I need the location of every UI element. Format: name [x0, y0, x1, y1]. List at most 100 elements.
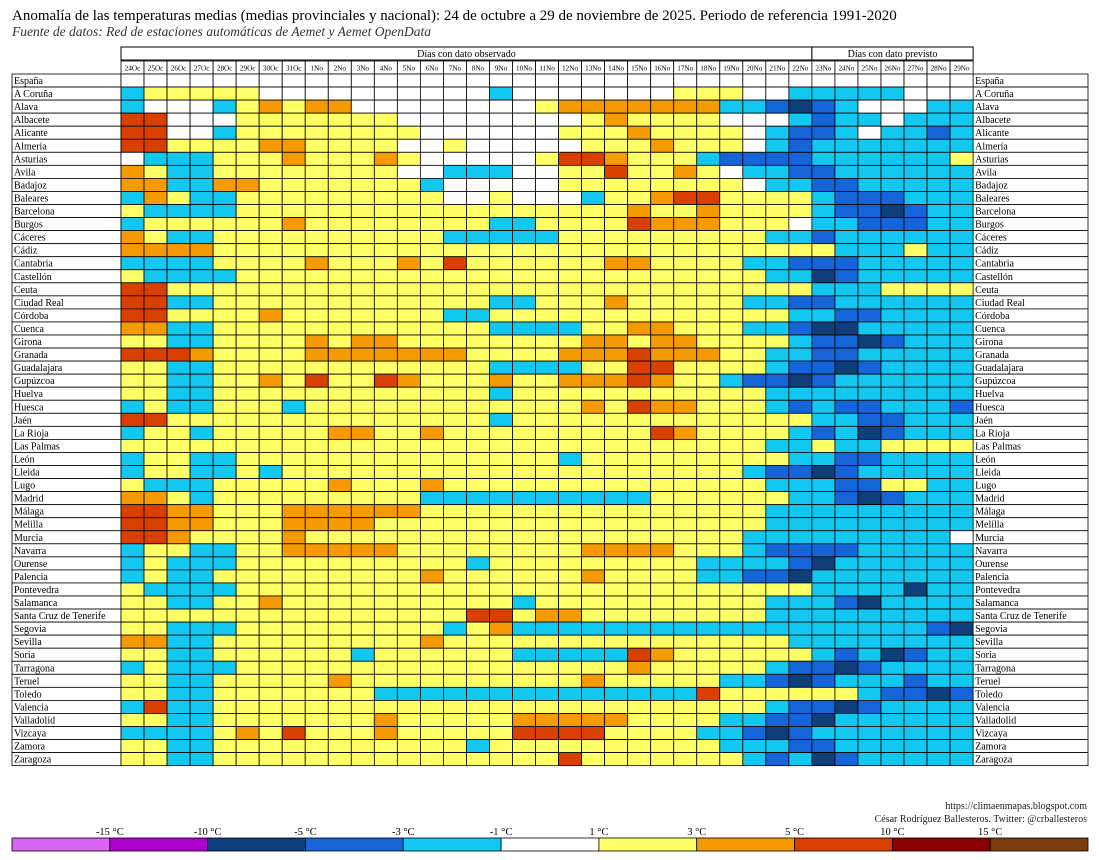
- column-header-label: 20No: [746, 65, 762, 73]
- row-label-left: La Rioja: [14, 428, 49, 439]
- row-label-left: Ceuta: [14, 285, 38, 296]
- row-label-left: Jaén: [14, 415, 32, 426]
- legend-label: -5 °C: [294, 827, 317, 838]
- row-label-right: Lleida: [975, 468, 1001, 479]
- row-label-left: Santa Cruz de Tenerife: [14, 611, 106, 622]
- row-label-left: Barcelona: [14, 207, 55, 218]
- row-label-right: Córdoba: [975, 311, 1010, 322]
- row-label-right: Palencia: [975, 572, 1009, 583]
- row-label-right: Gupúzcoa: [975, 376, 1016, 387]
- row-label-left: Gupúzcoa: [14, 376, 55, 387]
- row-label-right: Navarra: [975, 546, 1008, 557]
- row-label-right: Albacete: [975, 115, 1011, 126]
- row-label-left: Lleida: [14, 468, 40, 479]
- row-label-right: Castellón: [975, 272, 1013, 283]
- column-header-label: 21No: [769, 65, 785, 73]
- chart-title: Anomalía de las temperaturas medias (med…: [12, 8, 897, 24]
- row-label-right: Salamanca: [975, 598, 1019, 609]
- column-header-label: 2No: [334, 65, 347, 73]
- row-label-right: Melilla: [975, 520, 1004, 531]
- legend-swatch: [891, 837, 991, 852]
- row-label-left: Albacete: [14, 115, 50, 126]
- row-label-right: Baleares: [975, 193, 1010, 204]
- row-label-right: Avila: [975, 167, 997, 178]
- row-label-right: Santa Cruz de Tenerife: [975, 611, 1067, 622]
- column-header-label: 7No: [449, 65, 462, 73]
- row-label-left: Sevilla: [14, 637, 42, 648]
- row-label-left: Avila: [14, 167, 36, 178]
- column-header-label: 6No: [426, 65, 439, 73]
- row-label-left: Cáceres: [14, 233, 46, 244]
- row-label-left: Almería: [14, 141, 47, 152]
- row-label-left: Guadalajara: [14, 363, 63, 374]
- row-label-right: Cáceres: [975, 233, 1007, 244]
- column-header-label: 26Oc: [171, 65, 187, 73]
- column-header-label: 28Oc: [217, 65, 233, 73]
- row-label-right: Barcelona: [975, 207, 1016, 218]
- row-label-right: León: [975, 454, 996, 465]
- row-label-right: Madrid: [975, 494, 1004, 505]
- column-header-label: 31Oc: [286, 65, 302, 73]
- row-label-right: Burgos: [975, 220, 1004, 231]
- row-label-right: Sevilla: [975, 637, 1003, 648]
- column-header-label: 26No: [885, 65, 901, 73]
- chart-subtitle: Fuente de datos: Red de estaciones autom…: [12, 24, 432, 39]
- legend-swatch: [598, 837, 698, 852]
- column-header-label: 1No: [311, 65, 324, 73]
- row-label-left: Melilla: [14, 520, 43, 531]
- row-label-left: Ciudad Real: [14, 298, 64, 309]
- legend-label: -1 °C: [490, 827, 513, 838]
- row-label-left: León: [14, 454, 35, 465]
- row-label-right: Huesca: [975, 402, 1005, 413]
- row-label-left: Segovia: [14, 624, 47, 635]
- column-header-label: 27Oc: [194, 65, 210, 73]
- column-header-label: 17No: [677, 65, 693, 73]
- row-label-left: Burgos: [14, 220, 43, 231]
- row-label-left: Málaga: [14, 507, 45, 518]
- row-label-right: Ciudad Real: [975, 298, 1025, 309]
- row-label-left: Soria: [14, 650, 36, 661]
- column-header-label: 25No: [861, 65, 877, 73]
- forecast-group-header: [811, 46, 974, 61]
- forecast-group-label: Días con dato previsto: [848, 49, 938, 60]
- row-label-right: Murcia: [975, 533, 1004, 544]
- row-label-right: A Coruña: [975, 89, 1014, 100]
- column-header-label: 25Oc: [148, 65, 164, 73]
- row-label-left: Girona: [14, 337, 42, 348]
- row-label-left: Granada: [14, 350, 48, 361]
- row-label-left: Badajoz: [14, 180, 47, 191]
- row-label-right: Soria: [975, 650, 997, 661]
- column-header-label: 22No: [792, 65, 808, 73]
- row-label-left: Cantabria: [14, 259, 53, 270]
- column-header-label: 3No: [357, 65, 370, 73]
- row-label-left: Castellón: [14, 272, 52, 283]
- row-label-left: Alava: [14, 102, 38, 113]
- observed-group-label: Días con dato observado: [417, 49, 516, 60]
- row-label-right: Almería: [975, 141, 1008, 152]
- row-label-right: Jaén: [975, 415, 993, 426]
- legend-swatch: [696, 837, 795, 852]
- row-label-left: Murcia: [14, 533, 43, 544]
- legend-label: 10 °C: [880, 827, 904, 838]
- column-header-label: 13No: [585, 65, 601, 73]
- row-label-right: Asturias: [975, 154, 1008, 165]
- row-label-right: Ceuta: [975, 285, 999, 296]
- column-header-label: 8No: [472, 65, 485, 73]
- row-label-left: Navarra: [14, 546, 47, 557]
- row-label-right: Huelva: [975, 389, 1004, 400]
- row-label-right: Cádiz: [975, 246, 999, 257]
- column-header-label: 29Oc: [240, 65, 256, 73]
- column-header-label: 19No: [723, 65, 739, 73]
- row-label-right: Girona: [975, 337, 1003, 348]
- legend-swatch: [11, 837, 111, 852]
- column-header-label: 11No: [539, 65, 555, 73]
- legend-swatch: [500, 837, 600, 852]
- column-header-label: 30Oc: [263, 65, 279, 73]
- legend-swatch: [794, 837, 893, 852]
- legend-label: 15 °C: [978, 827, 1002, 838]
- row-label-right: Alava: [975, 102, 999, 113]
- row-label-left: Asturias: [14, 154, 47, 165]
- row-label-right: Badajoz: [975, 180, 1008, 191]
- row-label-right: Cuenca: [975, 324, 1006, 335]
